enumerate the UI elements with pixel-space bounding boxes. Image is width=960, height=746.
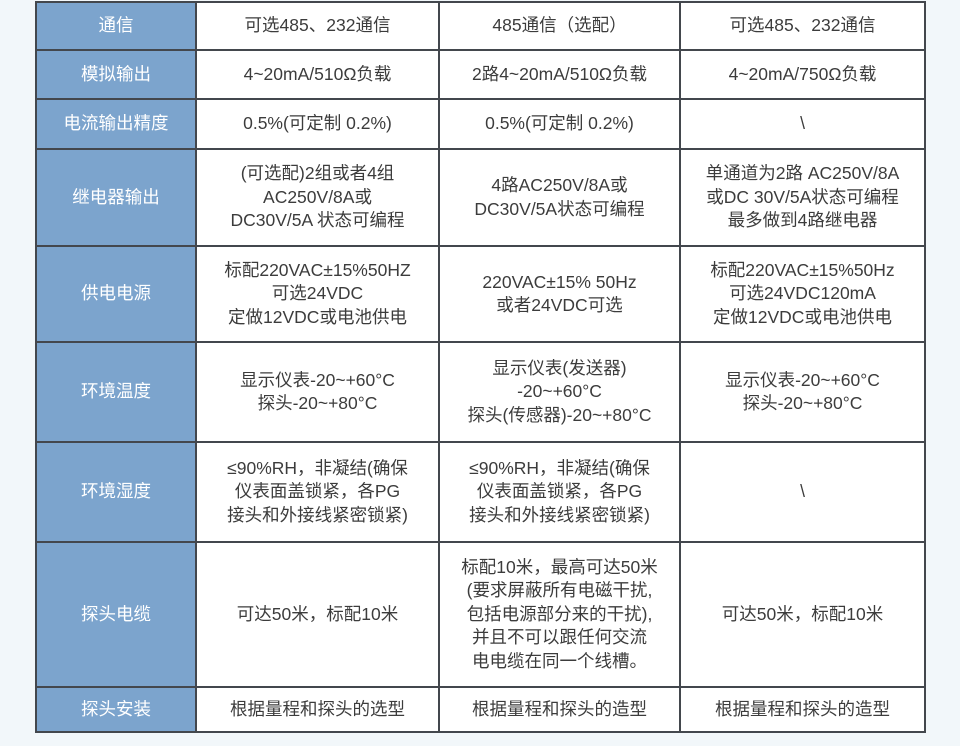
spec-cell: ≤90%RH，非凝结(确保 仪表面盖锁紧，各PG 接头和外接线紧密锁紧) [195,441,440,543]
spec-line: 可选24VDC120mA [729,283,876,304]
row-header-cell: 电流输出精度 [35,98,197,150]
spec-line: 0.5%(可定制 0.2%) [243,113,392,134]
spec-line: 探头-20~+80°C [742,393,863,413]
spec-cell: 可达50米，标配10米 [195,541,440,688]
spec-line: 可选24VDC [271,283,364,304]
spec-cell: 显示仪表-20~+60°C 探头-20~+80°C [195,341,440,443]
row-header-cell: 探头安装 [35,686,197,733]
spec-line: 4~20mA/750Ω负载 [728,63,877,84]
spec-cell: 标配10米，最高可达50米 (要求屏蔽所有电磁干扰, 包括电源部分来的干扰), 并且不… [438,541,681,688]
spec-line: 根据量程和探头的选型 [230,698,405,719]
spec-line: 接头和外接线紧密锁紧) [227,504,408,525]
spec-cell: ≤90%RH，非凝结(确保 仪表面盖锁紧，各PG 接头和外接线紧密锁紧) [438,441,681,543]
spec-line: 根据量程和探头的造型 [472,698,647,719]
spec-line: 0.5%(可定制 0.2%) [485,113,634,134]
row-header-cell: 模拟输出 [35,49,197,100]
spec-line: 接头和外接线紧密锁紧) [469,504,650,525]
spec-cell: 4路AC250V/8A或 DC30V/5A状态可编程 [438,148,681,247]
spec-line: ≤90%RH，非凝结(确保 [227,457,408,478]
spec-line: \ [800,481,805,502]
spec-line: (要求屏蔽所有电磁干扰, [466,580,653,601]
table-row: 探头安装 根据量程和探头的选型 根据量程和探头的造型 根据量程和探头的造型 [35,686,926,733]
spec-line: 或DC 30V/5A状态可编程 [706,186,899,207]
spec-line: 显示仪表-20~+60°C [725,369,880,390]
spec-line: 标配220VAC±15%50HZ [224,259,411,280]
table-row: 探头电缆 可达50米，标配10米 标配10米，最高可达50米 (要求屏蔽所有电磁干扰,… [35,541,926,688]
spec-line: DC30V/5A 状态可编程 [230,210,405,231]
spec-cell: (可选配)2组或者4组 AC250V/8A或 DC30V/5A 状态可编程 [195,148,440,247]
spec-cell: 4~20mA/750Ω负载 [679,49,926,100]
row-header-cell: 供电电源 [35,245,197,343]
spec-cell: 2路4~20mA/510Ω负载 [438,49,681,100]
spec-cell: 可选485、232通信 [195,1,440,51]
row-header-cell: 探头电缆 [35,541,197,688]
spec-cell: 0.5%(可定制 0.2%) [195,98,440,150]
spec-table-page: 通信 可选485、232通信 485通信（选配） 可选485、232通信模拟输出 4~2… [35,1,926,733]
spec-line: 220VAC±15% 50Hz [482,271,637,292]
row-header-cell: 继电器输出 [35,148,197,247]
spec-line: 电电缆在同一个线槽。 [472,650,647,671]
spec-line: 单通道为2路 AC250V/8A [705,163,900,184]
spec-cell: 单通道为2路 AC250V/8A 或DC 30V/5A状态可编程 最多做到4路继电器 [679,148,926,247]
spec-cell: \ [679,98,926,150]
spec-line: 根据量程和探头的造型 [715,698,890,719]
spec-line: 并且不可以跟任何交流 [472,627,647,648]
spec-line: 或者24VDC可选 [496,295,623,315]
spec-line: DC30V/5A状态可编程 [474,198,645,219]
spec-cell: 可选485、232通信 [679,1,926,51]
spec-line: 可选485、232通信 [729,15,876,36]
spec-line: 显示仪表-20~+60°C [240,369,395,390]
row-header-cell: 环境温度 [35,341,197,443]
table-row: 环境温度 显示仪表-20~+60°C 探头-20~+80°C 显示仪表(发送器) -20… [35,341,926,443]
spec-cell: 显示仪表-20~+60°C 探头-20~+80°C [679,341,926,443]
spec-line: 标配220VAC±15%50Hz [710,259,895,280]
spec-line: -20~+60°C [517,381,602,402]
spec-line: 最多做到4路继电器 [727,210,878,231]
table-row: 模拟输出 4~20mA/510Ω负载 2路4~20mA/510Ω负载 4~20mA/7… [35,49,926,100]
spec-line: 探头(传感器)-20~+80°C [467,404,652,425]
spec-line: 显示仪表(发送器) [492,357,627,378]
spec-cell: \ [679,441,926,543]
spec-cell: 485通信（选配） [438,1,681,51]
spec-line: 标配10米，最高可达50米 [461,556,658,577]
spec-line: 4~20mA/510Ω负载 [243,63,392,84]
table-row: 通信 可选485、232通信 485通信（选配） 可选485、232通信 [35,1,926,51]
spec-cell: 4~20mA/510Ω负载 [195,49,440,100]
table-row: 供电电源 标配220VAC±15%50HZ 可选24VDC 定做12VDC或电池供电 2… [35,245,926,343]
spec-line: 定做12VDC或电池供电 [713,306,892,327]
table-row: 继电器输出 (可选配)2组或者4组 AC250V/8A或 DC30V/5A 状态可编程… [35,148,926,247]
spec-line: 可达50米，标配10米 [236,603,399,624]
spec-cell: 标配220VAC±15%50HZ 可选24VDC 定做12VDC或电池供电 [195,245,440,343]
spec-table: 通信 可选485、232通信 485通信（选配） 可选485、232通信模拟输出 4~2… [35,1,926,733]
table-row: 环境湿度 ≤90%RH，非凝结(确保 仪表面盖锁紧，各PG 接头和外接线紧密锁紧) ≤9… [35,441,926,543]
spec-line: ≤90%RH，非凝结(确保 [469,457,650,478]
spec-line: 可达50米，标配10米 [721,603,884,624]
spec-line: 定做12VDC或电池供电 [228,306,407,327]
spec-line: 4路AC250V/8A或 [491,175,628,196]
row-header-cell: 通信 [35,1,197,51]
spec-line: 包括电源部分来的干扰), [466,603,653,624]
spec-cell: 220VAC±15% 50Hz 或者24VDC可选 [438,245,681,343]
spec-cell: 根据量程和探头的造型 [679,686,926,733]
spec-cell: 根据量程和探头的选型 [195,686,440,733]
spec-table-body: 通信 可选485、232通信 485通信（选配） 可选485、232通信模拟输出 4~2… [35,1,926,733]
spec-cell: 0.5%(可定制 0.2%) [438,98,681,150]
spec-line: AC250V/8A或 [263,186,372,207]
spec-cell: 根据量程和探头的造型 [438,686,681,733]
spec-cell: 标配220VAC±15%50Hz 可选24VDC120mA 定做12VDC或电池供电 [679,245,926,343]
table-row: 电流输出精度 0.5%(可定制 0.2%) 0.5%(可定制 0.2%) \ [35,98,926,150]
spec-line: 探头-20~+80°C [257,393,378,413]
spec-cell: 可达50米，标配10米 [679,541,926,688]
spec-cell: 显示仪表(发送器) -20~+60°C 探头(传感器)-20~+80°C [438,341,681,443]
spec-line: 2路4~20mA/510Ω负载 [471,63,648,84]
row-header-cell: 环境湿度 [35,441,197,543]
spec-line: 仪表面盖锁紧，各PG [234,481,401,502]
spec-line: 仪表面盖锁紧，各PG [476,481,643,502]
spec-line: 可选485、232通信 [244,15,391,36]
spec-line: 485通信（选配） [492,15,627,36]
spec-line: \ [800,113,805,134]
spec-line: (可选配)2组或者4组 [240,163,395,184]
